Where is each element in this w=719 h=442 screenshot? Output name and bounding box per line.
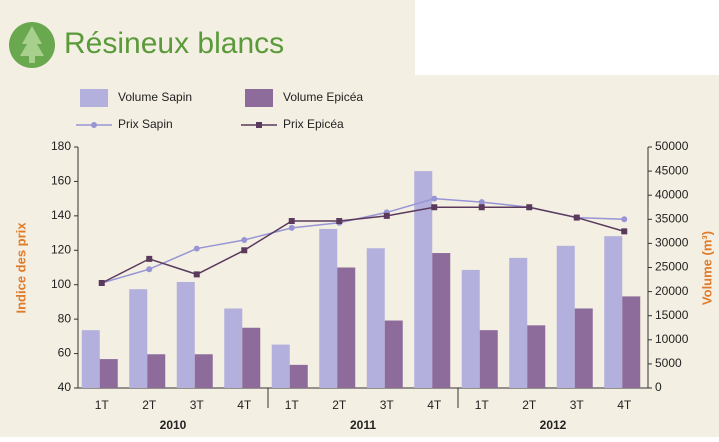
bar: [176, 281, 195, 388]
bar: [574, 308, 593, 388]
bar: [556, 245, 575, 388]
x-tick-label: 1T: [95, 398, 110, 412]
x-tick-label: 2T: [142, 398, 157, 412]
marker: [336, 218, 343, 225]
y-axis-title: Indice des prix: [13, 222, 28, 314]
legend-swatch: [245, 89, 273, 107]
x-tick-label: 4T: [427, 398, 442, 412]
y2-axis-title: Volume (m³): [699, 231, 714, 305]
y2-tick-label: 0: [655, 380, 662, 394]
marker: [478, 204, 485, 211]
marker: [91, 122, 97, 128]
marker: [146, 266, 153, 273]
marker: [431, 195, 438, 202]
bar: [319, 228, 338, 388]
bar: [509, 257, 528, 388]
y-tick-label: 40: [58, 380, 72, 394]
bar: [622, 296, 641, 388]
y2-tick-label: 25000: [655, 260, 689, 274]
marker: [431, 204, 438, 211]
y2-tick-label: 40000: [655, 187, 689, 201]
tree-icon: [20, 26, 44, 63]
bar: [337, 267, 356, 388]
group-label: 2011: [350, 418, 376, 432]
bar: [461, 269, 480, 388]
x-tick-label: 4T: [617, 398, 632, 412]
bar: [224, 308, 243, 388]
y2-tick-label: 50000: [655, 139, 689, 153]
marker: [241, 236, 248, 243]
bar: [99, 359, 118, 388]
legend-label: Prix Sapin: [118, 117, 173, 131]
x-tick-label: 3T: [380, 398, 395, 412]
y-tick-label: 180: [51, 139, 71, 153]
y2-tick-label: 15000: [655, 308, 689, 322]
marker: [241, 247, 248, 254]
legend-label: Prix Epicéa: [283, 117, 344, 131]
legend-swatch: [80, 89, 108, 107]
bar: [147, 354, 166, 388]
marker: [573, 214, 580, 221]
bar: [242, 327, 261, 388]
y2-tick-label: 45000: [655, 163, 689, 177]
y-tick-label: 140: [51, 208, 71, 222]
bar: [289, 364, 308, 388]
bar: [414, 171, 433, 388]
chart-title: Résineux blancs: [64, 27, 284, 60]
y-tick-label: 60: [58, 346, 72, 360]
x-tick-label: 2T: [522, 398, 537, 412]
bar: [432, 253, 451, 388]
bar: [527, 325, 546, 388]
x-tick-label: 2T: [332, 398, 347, 412]
x-tick-label: 4T: [237, 398, 252, 412]
x-tick-label: 3T: [190, 398, 205, 412]
marker: [98, 279, 105, 286]
marker: [478, 199, 485, 206]
y-tick-label: 120: [51, 242, 71, 256]
x-tick-label: 1T: [475, 398, 490, 412]
marker: [193, 271, 200, 278]
y2-tick-label: 20000: [655, 284, 689, 298]
marker: [621, 228, 628, 235]
y2-tick-label: 5000: [655, 356, 682, 370]
marker: [383, 212, 390, 219]
x-tick-label: 3T: [570, 398, 585, 412]
y-tick-label: 100: [51, 277, 71, 291]
marker: [288, 224, 295, 231]
bar: [479, 330, 498, 388]
x-tick-label: 1T: [285, 398, 300, 412]
marker: [146, 255, 153, 262]
legend-label: Volume Epicéa: [283, 90, 363, 104]
line: [101, 206, 625, 284]
bar: [194, 354, 213, 388]
marker: [621, 216, 628, 223]
legend-label: Volume Sapin: [118, 90, 192, 104]
bar: [81, 330, 100, 388]
y2-tick-label: 30000: [655, 236, 689, 250]
y-tick-label: 160: [51, 174, 71, 188]
bar: [366, 248, 385, 388]
y2-tick-label: 10000: [655, 332, 689, 346]
group-label: 2010: [160, 418, 187, 432]
y2-tick-label: 35000: [655, 211, 689, 225]
bar: [604, 236, 623, 388]
marker: [193, 245, 200, 252]
bar: [271, 344, 290, 388]
corner: [415, 0, 719, 75]
group-label: 2012: [540, 418, 567, 432]
bar: [384, 320, 403, 388]
bar: [129, 289, 148, 388]
marker: [288, 218, 295, 225]
marker: [256, 122, 262, 128]
y-tick-label: 80: [58, 311, 72, 325]
marker: [526, 204, 533, 211]
